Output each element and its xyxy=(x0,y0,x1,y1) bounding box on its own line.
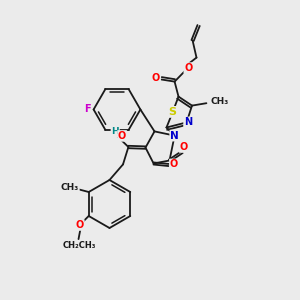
Text: S: S xyxy=(168,107,176,117)
Text: H: H xyxy=(111,128,119,136)
Text: O: O xyxy=(118,131,126,141)
Text: N: N xyxy=(170,130,179,141)
Text: N: N xyxy=(184,117,192,128)
Text: CH₃: CH₃ xyxy=(210,97,228,106)
Text: CH₃: CH₃ xyxy=(61,183,79,192)
Text: O: O xyxy=(179,142,188,152)
Text: O: O xyxy=(76,220,84,230)
Text: F: F xyxy=(84,104,90,115)
Text: O: O xyxy=(184,63,193,73)
Text: O: O xyxy=(170,159,178,170)
Text: CH₂CH₃: CH₂CH₃ xyxy=(63,241,96,250)
Text: O: O xyxy=(152,73,160,83)
